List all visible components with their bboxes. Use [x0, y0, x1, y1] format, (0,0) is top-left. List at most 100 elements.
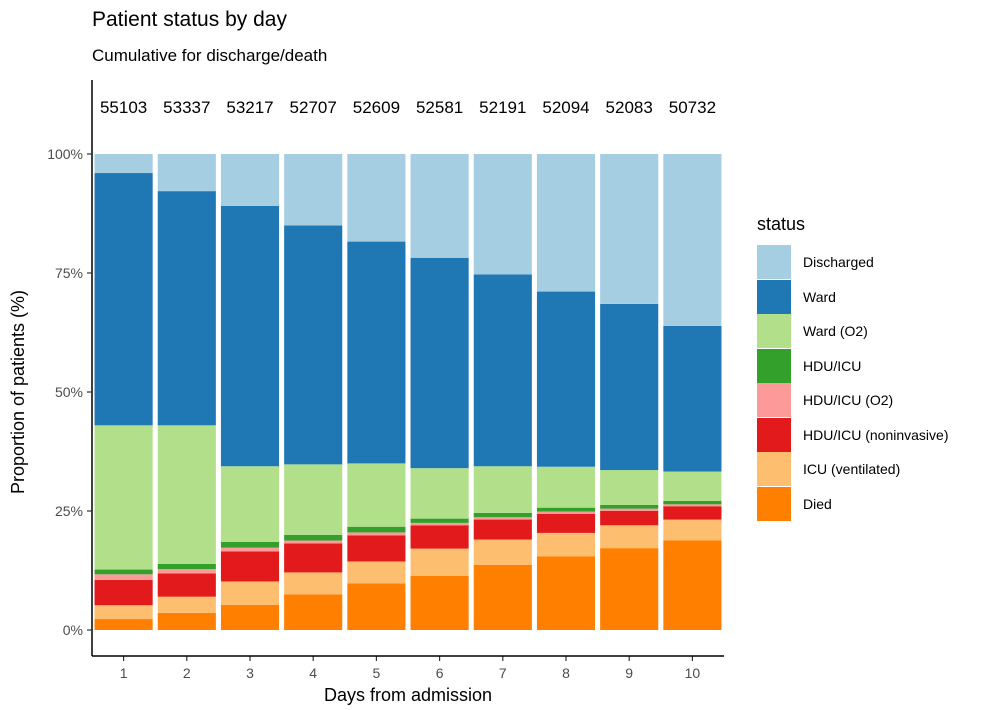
bar-segment	[410, 468, 469, 519]
bar-segment	[220, 581, 280, 605]
bar-segment	[347, 561, 406, 584]
legend-swatch	[757, 279, 791, 314]
bar-segment	[600, 154, 659, 304]
bar-segment	[94, 574, 153, 581]
x-tick-label: 6	[436, 665, 444, 681]
bar-segment	[220, 551, 280, 582]
bar-segment	[347, 463, 406, 527]
legend-item: HDU/ICU (O2)	[757, 383, 948, 418]
legend-item: HDU/ICU	[757, 348, 948, 384]
bar-segment	[220, 466, 280, 542]
bar-segment	[536, 466, 596, 508]
bar-segment	[157, 154, 216, 192]
count-label: 52581	[416, 98, 463, 117]
bar-segment	[157, 425, 216, 564]
legend-swatch	[757, 245, 791, 280]
bar-segment	[600, 511, 659, 526]
bar-segment	[94, 569, 153, 575]
legend-items: Discharged Ward Ward (O2) HDU/ICU HDU/ICU (O…	[757, 245, 948, 521]
legend-label: Ward (O2)	[803, 323, 868, 340]
bar-segment	[600, 508, 659, 511]
bar-segment	[663, 154, 722, 326]
bar-segment	[663, 506, 722, 520]
bar-segment	[410, 518, 469, 523]
bar-segment	[473, 274, 532, 467]
bar-segment	[94, 173, 153, 426]
bar-segment	[473, 517, 532, 520]
bar-segment	[536, 532, 596, 557]
bar-segment	[347, 526, 406, 533]
bar-segment	[347, 583, 406, 630]
legend-item: Died	[757, 486, 948, 522]
bar-segment	[410, 154, 469, 258]
bar-segment	[600, 504, 659, 509]
legend: status Discharged Ward Ward (O2) HDU/ICU HDU…	[757, 214, 948, 521]
count-label: 55103	[100, 98, 147, 117]
count-label: 52083	[606, 98, 653, 117]
bar-segment	[663, 504, 722, 507]
bar-segment	[473, 512, 532, 518]
bar-segment	[536, 556, 596, 630]
bar-segment	[663, 501, 722, 505]
legend-label: Discharged	[803, 254, 874, 271]
legend-swatch	[757, 348, 791, 383]
x-tick-label: 3	[246, 665, 254, 681]
bar-segment	[663, 471, 722, 501]
bar-segment	[410, 525, 469, 549]
x-tick-label: 8	[562, 665, 570, 681]
legend-swatch	[757, 417, 791, 452]
chart-title: Patient status by day	[92, 8, 287, 31]
bar-segment	[600, 548, 659, 630]
legend-swatch	[757, 452, 791, 487]
bar-segment	[220, 547, 280, 552]
bar-segment	[347, 535, 406, 562]
bar-segment	[600, 525, 659, 549]
y-tick-label: 100%	[47, 146, 83, 162]
bar-segment	[220, 541, 280, 548]
count-label: 53217	[226, 98, 273, 117]
bar-segment	[536, 291, 596, 467]
bar-segment	[220, 205, 280, 467]
legend-item: Discharged	[757, 245, 948, 280]
bar-segment	[94, 154, 153, 174]
legend-swatch	[757, 486, 791, 521]
bar-segment	[157, 569, 216, 574]
legend-label: HDU/ICU	[803, 357, 862, 374]
x-tick-label: 9	[625, 665, 633, 681]
bar-segment	[284, 154, 343, 226]
bar-segment	[473, 154, 532, 275]
bar-segment	[536, 154, 596, 292]
y-axis-label: Proportion of patients (%)	[8, 290, 28, 494]
bar-segment	[536, 513, 596, 533]
y-tick-label: 50%	[55, 384, 83, 400]
bar-segment	[410, 548, 469, 576]
bar-segment	[284, 594, 343, 630]
legend-title: status	[757, 214, 806, 234]
bar-segment	[157, 191, 216, 426]
legend-label: ICU (ventilated)	[803, 461, 901, 478]
bar-segment	[220, 604, 280, 630]
bar-segment	[473, 466, 532, 513]
count-labels-group: 55103 53337 53217 52707 52609 52581 52191 52094…	[100, 98, 716, 117]
x-tick-label: 2	[183, 665, 191, 681]
bar-segment	[410, 522, 469, 526]
x-axis-label: Days from admission	[324, 685, 492, 705]
bar-segment	[473, 564, 532, 630]
count-label: 52707	[290, 98, 337, 117]
bar-segment	[284, 543, 343, 573]
bar-segment	[284, 225, 343, 465]
count-label: 52094	[542, 98, 589, 117]
count-label: 52609	[353, 98, 400, 117]
x-tick-label: 5	[373, 665, 381, 681]
bar-segment	[220, 154, 280, 206]
bar-segment	[157, 612, 216, 630]
legend-swatch	[757, 314, 791, 349]
bar-segment	[157, 563, 216, 570]
count-label: 50732	[669, 98, 716, 117]
bar-segment	[473, 539, 532, 565]
bar-segment	[347, 532, 406, 536]
bar-segment	[157, 573, 216, 597]
legend-label: HDU/ICU (noninvasive)	[803, 426, 949, 443]
legend-swatch	[757, 383, 791, 418]
x-tick-label: 1	[120, 665, 128, 681]
